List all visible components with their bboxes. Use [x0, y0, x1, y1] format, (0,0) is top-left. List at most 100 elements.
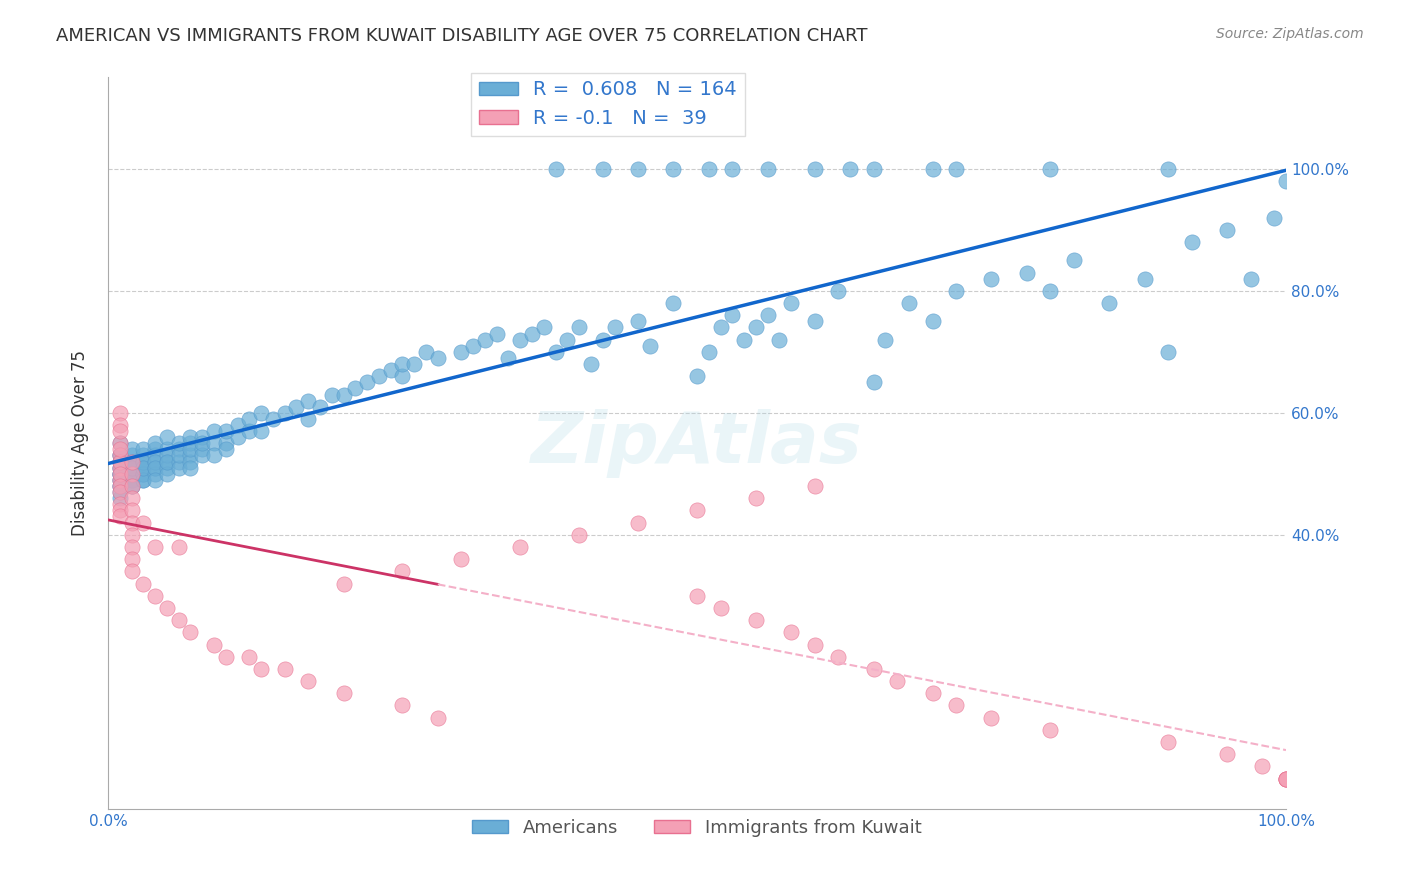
Point: [1039, 161, 1062, 176]
Point: [132, 460, 155, 475]
Point: [686, 589, 709, 603]
Point: [156, 601, 179, 615]
Point: [167, 442, 190, 457]
Point: [143, 467, 166, 481]
Point: [156, 454, 179, 468]
Point: [1239, 271, 1261, 285]
Point: [121, 473, 143, 487]
Point: [143, 460, 166, 475]
Point: [132, 454, 155, 468]
Point: [1157, 161, 1180, 176]
Point: [627, 161, 650, 176]
Point: [121, 473, 143, 487]
Point: [238, 412, 260, 426]
Point: [297, 674, 319, 689]
Point: [156, 467, 179, 481]
Point: [108, 417, 131, 432]
Point: [474, 333, 496, 347]
Point: [179, 625, 201, 640]
Point: [862, 376, 884, 390]
Point: [509, 540, 531, 554]
Point: [1216, 747, 1239, 762]
Point: [733, 333, 755, 347]
Point: [108, 449, 131, 463]
Point: [297, 412, 319, 426]
Point: [662, 161, 685, 176]
Point: [332, 576, 354, 591]
Point: [627, 314, 650, 328]
Point: [121, 467, 143, 481]
Point: [179, 454, 201, 468]
Point: [391, 698, 413, 713]
Point: [862, 161, 884, 176]
Point: [332, 387, 354, 401]
Point: [1039, 723, 1062, 737]
Point: [108, 460, 131, 475]
Point: [1157, 344, 1180, 359]
Point: [108, 449, 131, 463]
Point: [463, 339, 485, 353]
Point: [108, 491, 131, 505]
Point: [1133, 271, 1156, 285]
Point: [121, 454, 143, 468]
Point: [108, 509, 131, 524]
Point: [945, 284, 967, 298]
Point: [191, 436, 214, 450]
Point: [1015, 266, 1038, 280]
Point: [250, 662, 273, 676]
Point: [780, 625, 803, 640]
Point: [108, 436, 131, 450]
Point: [391, 565, 413, 579]
Point: [921, 161, 943, 176]
Text: ZipAtlas: ZipAtlas: [531, 409, 863, 478]
Point: [875, 333, 897, 347]
Point: [179, 449, 201, 463]
Point: [108, 454, 131, 468]
Point: [568, 320, 591, 334]
Point: [215, 649, 238, 664]
Point: [121, 479, 143, 493]
Point: [167, 449, 190, 463]
Point: [509, 333, 531, 347]
Point: [156, 442, 179, 457]
Point: [697, 161, 720, 176]
Point: [945, 161, 967, 176]
Point: [745, 320, 768, 334]
Point: [250, 406, 273, 420]
Point: [108, 460, 131, 475]
Point: [132, 516, 155, 530]
Point: [121, 467, 143, 481]
Point: [121, 467, 143, 481]
Point: [108, 467, 131, 481]
Point: [404, 357, 426, 371]
Point: [1275, 772, 1298, 786]
Point: [921, 686, 943, 700]
Point: [191, 442, 214, 457]
Point: [108, 503, 131, 517]
Point: [745, 613, 768, 627]
Point: [686, 369, 709, 384]
Point: [191, 449, 214, 463]
Point: [226, 417, 249, 432]
Point: [344, 381, 367, 395]
Point: [156, 430, 179, 444]
Point: [921, 314, 943, 328]
Point: [250, 424, 273, 438]
Point: [202, 424, 225, 438]
Point: [603, 320, 626, 334]
Point: [862, 662, 884, 676]
Point: [121, 454, 143, 468]
Point: [450, 552, 472, 566]
Point: [132, 449, 155, 463]
Point: [202, 436, 225, 450]
Point: [803, 479, 825, 493]
Point: [273, 662, 295, 676]
Point: [756, 308, 779, 322]
Point: [709, 601, 731, 615]
Point: [745, 491, 768, 505]
Point: [108, 479, 131, 493]
Point: [662, 296, 685, 310]
Point: [215, 436, 238, 450]
Point: [321, 387, 343, 401]
Point: [121, 460, 143, 475]
